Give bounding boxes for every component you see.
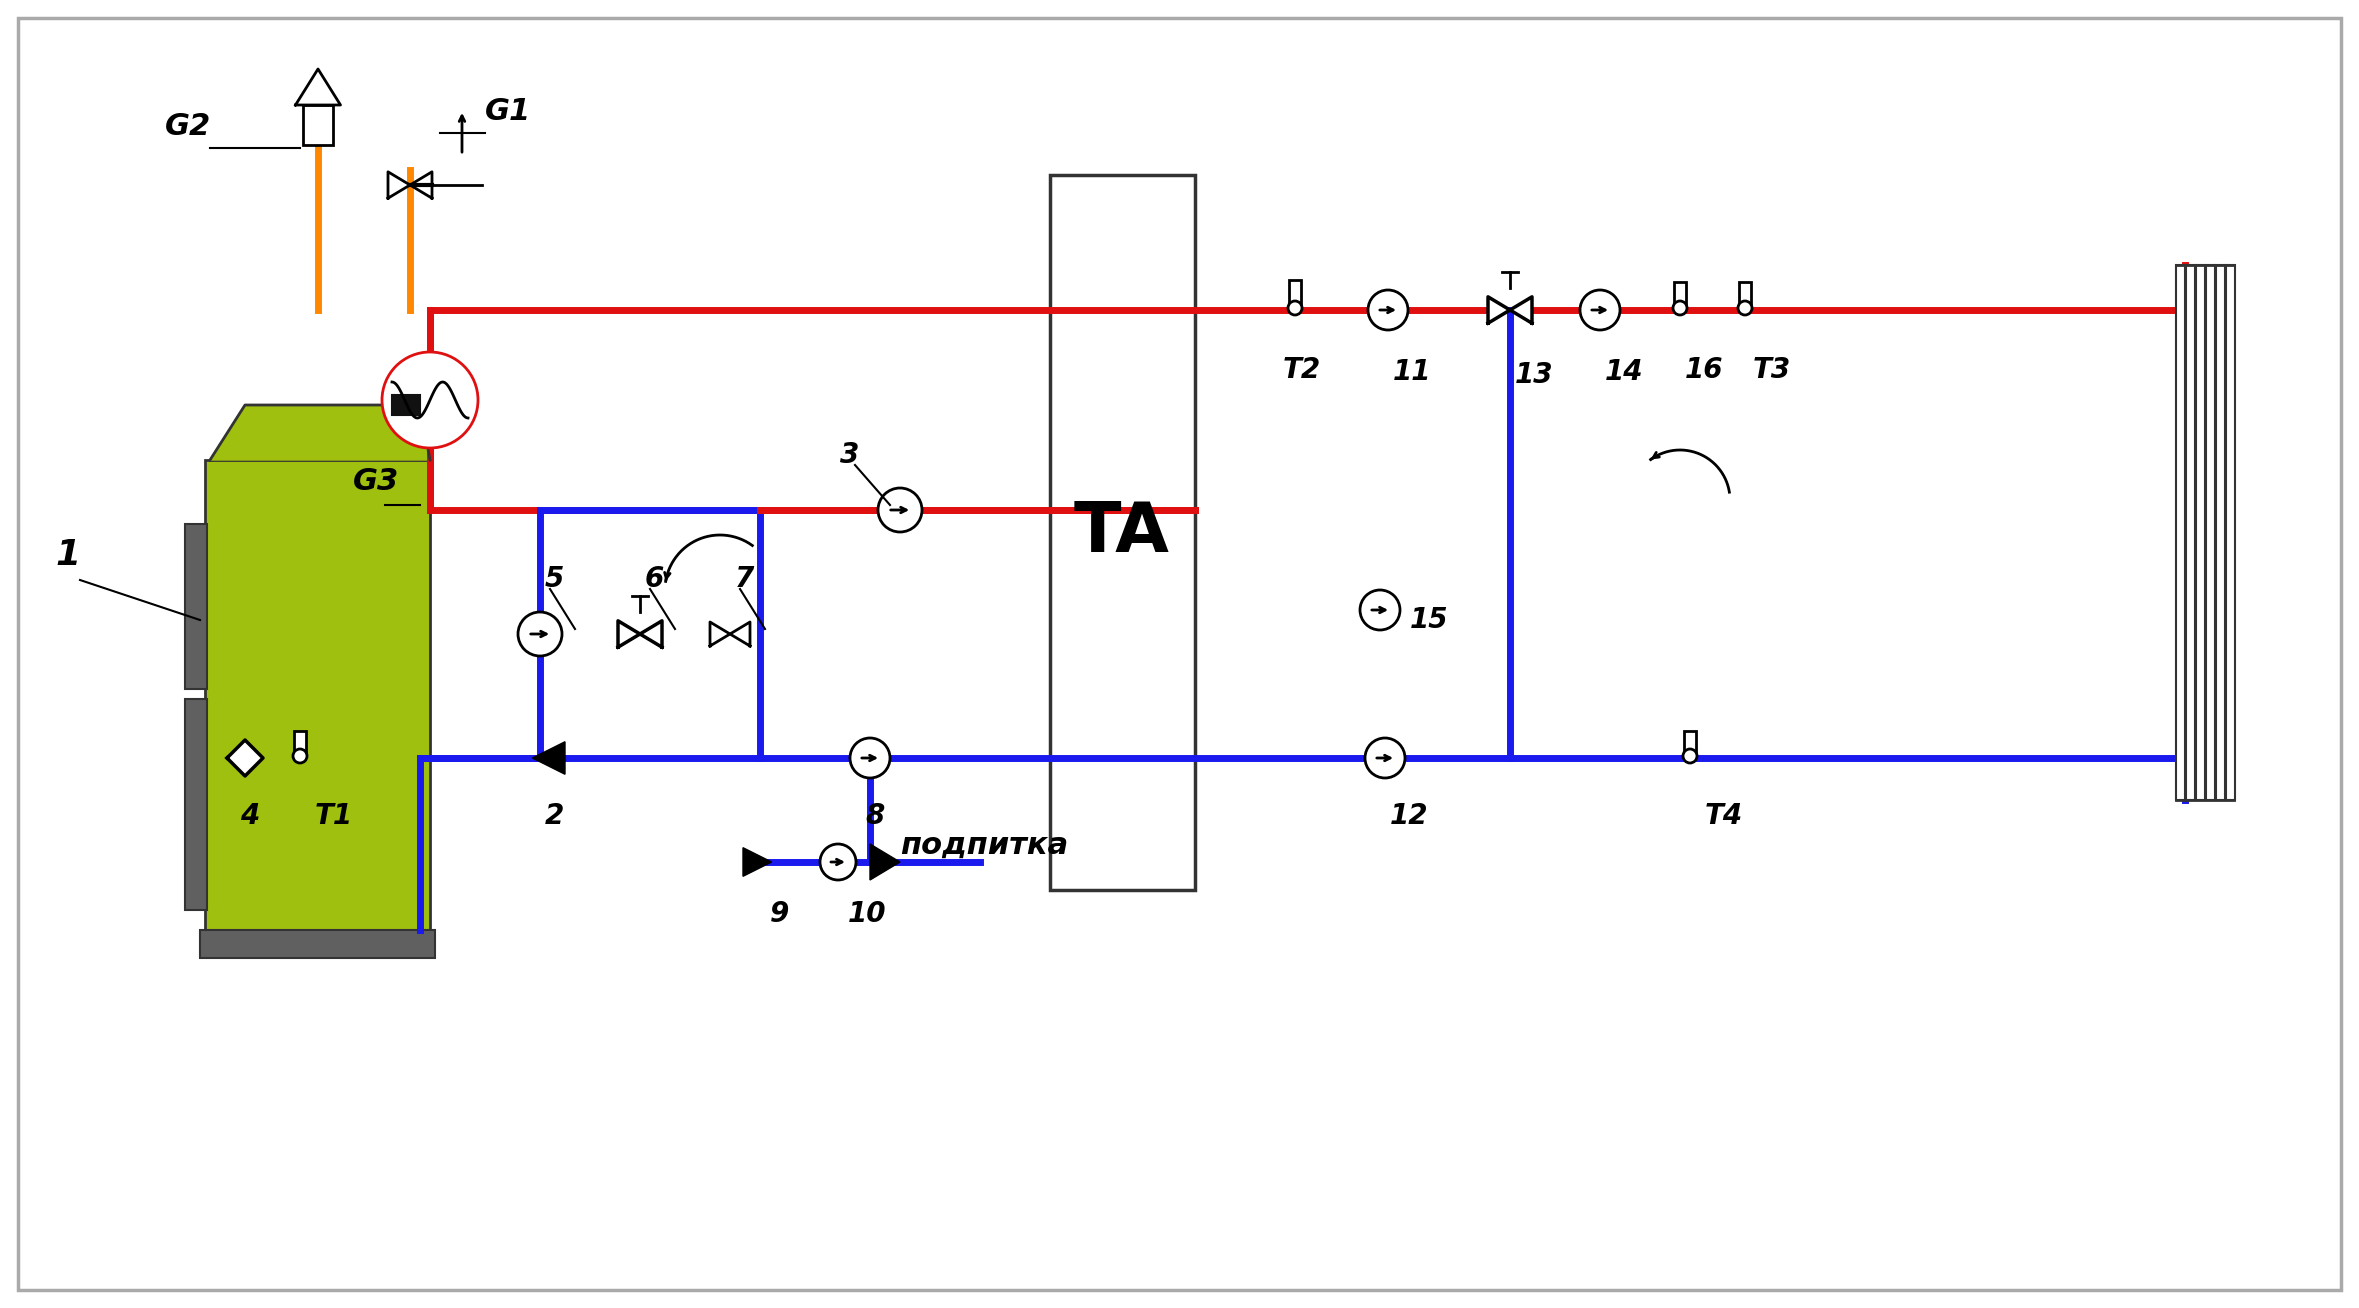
Polygon shape (387, 171, 410, 199)
Polygon shape (1510, 297, 1531, 323)
Circle shape (1682, 749, 1696, 763)
Text: 16: 16 (1684, 356, 1724, 385)
Bar (1050, 175, 1196, 889)
Bar (2175, 266, 2184, 800)
Polygon shape (533, 742, 566, 774)
Polygon shape (743, 848, 771, 876)
Polygon shape (639, 621, 663, 647)
Text: 5: 5 (545, 565, 564, 593)
Text: 6: 6 (644, 565, 665, 593)
Text: T2: T2 (1283, 356, 1321, 385)
Polygon shape (410, 171, 432, 199)
Polygon shape (618, 621, 639, 647)
Bar (392, 395, 420, 415)
Text: 1: 1 (54, 538, 80, 572)
Circle shape (1739, 301, 1753, 315)
Text: 13: 13 (1514, 361, 1555, 388)
Text: 4: 4 (241, 802, 259, 831)
Text: G2: G2 (165, 112, 212, 141)
Circle shape (1361, 590, 1399, 630)
Text: 2: 2 (545, 802, 564, 831)
Circle shape (1581, 290, 1621, 330)
Circle shape (1673, 301, 1687, 315)
Circle shape (382, 352, 479, 449)
Circle shape (1368, 290, 1408, 330)
Circle shape (849, 738, 889, 778)
Bar (2187, 266, 2194, 800)
Bar (184, 525, 208, 688)
Bar (1684, 731, 1696, 756)
Polygon shape (1489, 297, 1510, 323)
Text: TA: TA (1073, 498, 1170, 566)
Text: 3: 3 (840, 441, 859, 470)
Circle shape (821, 844, 856, 880)
Polygon shape (226, 740, 262, 776)
Text: G3: G3 (354, 467, 399, 496)
Polygon shape (295, 69, 340, 105)
Bar (302, 105, 333, 145)
Text: 12: 12 (1389, 802, 1430, 831)
Text: 8: 8 (866, 802, 885, 831)
Bar (2196, 266, 2206, 800)
Text: 9: 9 (769, 900, 790, 927)
Bar (1675, 283, 1687, 307)
Circle shape (1366, 738, 1406, 778)
Text: подпитка: подпитка (901, 831, 1069, 859)
Polygon shape (210, 405, 429, 460)
Text: 7: 7 (736, 565, 755, 593)
Bar (1288, 280, 1302, 307)
Text: 14: 14 (1604, 358, 1644, 386)
Text: T1: T1 (316, 802, 354, 831)
Text: G1: G1 (486, 97, 531, 126)
Text: 10: 10 (847, 900, 887, 927)
Bar (201, 930, 434, 957)
Circle shape (1288, 301, 1302, 315)
Bar (1739, 283, 1750, 307)
Text: T3: T3 (1753, 356, 1790, 385)
Text: 11: 11 (1394, 358, 1432, 386)
Bar (205, 460, 429, 930)
Polygon shape (710, 623, 729, 646)
Circle shape (519, 612, 561, 657)
Polygon shape (729, 623, 750, 646)
Polygon shape (870, 844, 901, 880)
Text: T4: T4 (1706, 802, 1743, 831)
Bar (2215, 266, 2225, 800)
Bar (2227, 266, 2234, 800)
Bar (184, 698, 208, 910)
Circle shape (878, 488, 922, 532)
Bar (2206, 266, 2215, 800)
Text: 15: 15 (1411, 606, 1448, 634)
Bar (295, 731, 307, 756)
Circle shape (293, 749, 307, 763)
